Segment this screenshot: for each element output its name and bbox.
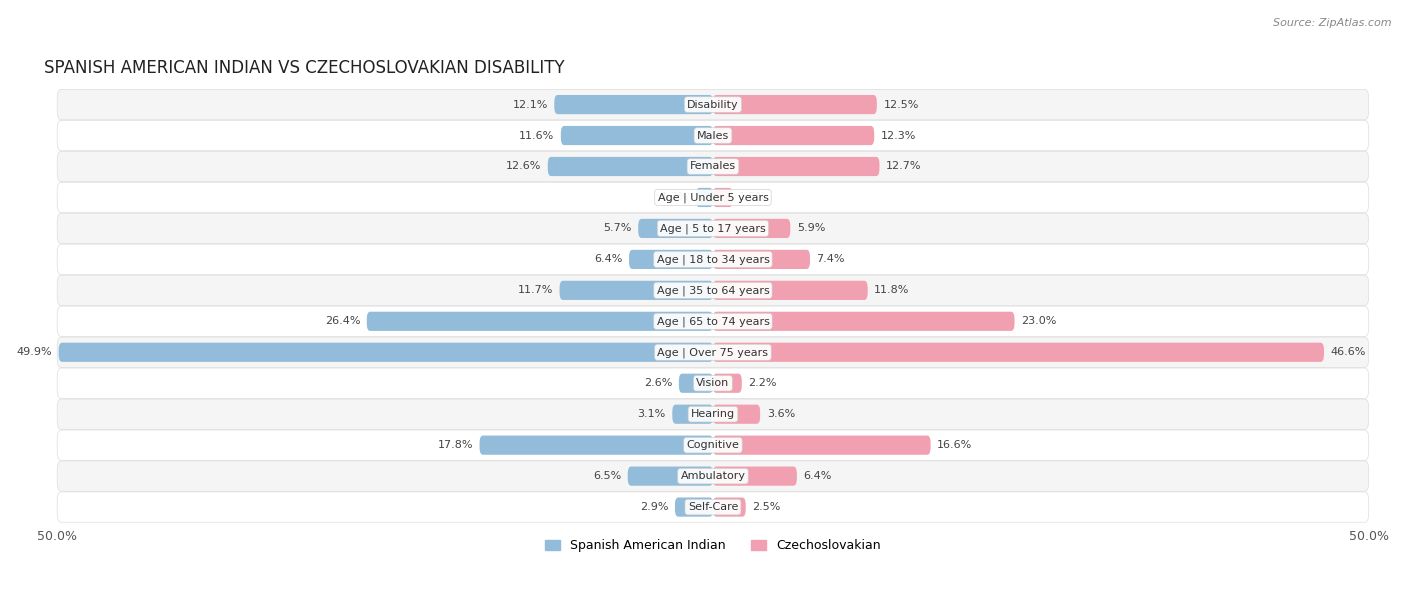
Text: 1.3%: 1.3%: [661, 192, 689, 203]
Text: 12.1%: 12.1%: [512, 100, 548, 110]
FancyBboxPatch shape: [713, 250, 810, 269]
FancyBboxPatch shape: [58, 244, 1368, 275]
FancyBboxPatch shape: [713, 219, 790, 238]
FancyBboxPatch shape: [713, 126, 875, 145]
Text: Age | 18 to 34 years: Age | 18 to 34 years: [657, 254, 769, 264]
Text: 2.9%: 2.9%: [640, 502, 668, 512]
FancyBboxPatch shape: [548, 157, 713, 176]
Text: Age | 35 to 64 years: Age | 35 to 64 years: [657, 285, 769, 296]
FancyBboxPatch shape: [713, 343, 1324, 362]
FancyBboxPatch shape: [638, 219, 713, 238]
Text: 11.8%: 11.8%: [875, 285, 910, 296]
Text: Hearing: Hearing: [690, 409, 735, 419]
Text: 12.6%: 12.6%: [506, 162, 541, 171]
FancyBboxPatch shape: [58, 213, 1368, 244]
FancyBboxPatch shape: [696, 188, 713, 207]
FancyBboxPatch shape: [58, 430, 1368, 460]
Text: 2.2%: 2.2%: [748, 378, 778, 388]
FancyBboxPatch shape: [58, 151, 1368, 182]
FancyBboxPatch shape: [713, 374, 742, 393]
Text: 2.6%: 2.6%: [644, 378, 672, 388]
FancyBboxPatch shape: [58, 492, 1368, 522]
FancyBboxPatch shape: [713, 498, 745, 517]
Text: 46.6%: 46.6%: [1330, 347, 1365, 357]
FancyBboxPatch shape: [713, 312, 1015, 331]
Text: Age | Under 5 years: Age | Under 5 years: [658, 192, 769, 203]
FancyBboxPatch shape: [675, 498, 713, 517]
FancyBboxPatch shape: [58, 399, 1368, 430]
Text: 5.7%: 5.7%: [603, 223, 631, 233]
Text: 5.9%: 5.9%: [797, 223, 825, 233]
Text: 6.4%: 6.4%: [595, 255, 623, 264]
Text: 2.5%: 2.5%: [752, 502, 780, 512]
FancyBboxPatch shape: [679, 374, 713, 393]
FancyBboxPatch shape: [713, 436, 931, 455]
Text: Self-Care: Self-Care: [688, 502, 738, 512]
FancyBboxPatch shape: [560, 281, 713, 300]
Text: Age | Over 75 years: Age | Over 75 years: [658, 347, 769, 357]
FancyBboxPatch shape: [713, 188, 733, 207]
Text: 11.7%: 11.7%: [517, 285, 553, 296]
Text: Ambulatory: Ambulatory: [681, 471, 745, 481]
FancyBboxPatch shape: [58, 89, 1368, 120]
FancyBboxPatch shape: [627, 466, 713, 486]
FancyBboxPatch shape: [479, 436, 713, 455]
Text: 17.8%: 17.8%: [437, 440, 472, 450]
FancyBboxPatch shape: [561, 126, 713, 145]
Text: Age | 65 to 74 years: Age | 65 to 74 years: [657, 316, 769, 327]
FancyBboxPatch shape: [58, 121, 1368, 151]
Text: Disability: Disability: [688, 100, 738, 110]
FancyBboxPatch shape: [58, 275, 1368, 305]
FancyBboxPatch shape: [58, 182, 1368, 212]
FancyBboxPatch shape: [713, 466, 797, 486]
Text: 16.6%: 16.6%: [938, 440, 973, 450]
FancyBboxPatch shape: [367, 312, 713, 331]
Text: 12.7%: 12.7%: [886, 162, 921, 171]
FancyBboxPatch shape: [672, 405, 713, 424]
Text: 7.4%: 7.4%: [817, 255, 845, 264]
Text: 12.3%: 12.3%: [880, 130, 917, 141]
FancyBboxPatch shape: [713, 95, 877, 114]
FancyBboxPatch shape: [713, 157, 880, 176]
Text: 3.6%: 3.6%: [766, 409, 794, 419]
Text: Females: Females: [690, 162, 735, 171]
Text: 23.0%: 23.0%: [1021, 316, 1056, 326]
Text: 1.5%: 1.5%: [740, 192, 768, 203]
FancyBboxPatch shape: [554, 95, 713, 114]
FancyBboxPatch shape: [713, 405, 761, 424]
Text: Males: Males: [697, 130, 730, 141]
Text: Vision: Vision: [696, 378, 730, 388]
Text: 11.6%: 11.6%: [519, 130, 554, 141]
FancyBboxPatch shape: [58, 337, 1368, 367]
Text: 6.5%: 6.5%: [593, 471, 621, 481]
FancyBboxPatch shape: [58, 368, 1368, 398]
FancyBboxPatch shape: [713, 281, 868, 300]
Text: 12.5%: 12.5%: [883, 100, 918, 110]
Text: 49.9%: 49.9%: [17, 347, 52, 357]
Text: SPANISH AMERICAN INDIAN VS CZECHOSLOVAKIAN DISABILITY: SPANISH AMERICAN INDIAN VS CZECHOSLOVAKI…: [44, 59, 565, 76]
Text: 3.1%: 3.1%: [637, 409, 666, 419]
Text: 26.4%: 26.4%: [325, 316, 360, 326]
Legend: Spanish American Indian, Czechoslovakian: Spanish American Indian, Czechoslovakian: [540, 534, 886, 557]
FancyBboxPatch shape: [628, 250, 713, 269]
Text: Cognitive: Cognitive: [686, 440, 740, 450]
FancyBboxPatch shape: [59, 343, 713, 362]
FancyBboxPatch shape: [58, 306, 1368, 337]
FancyBboxPatch shape: [58, 461, 1368, 491]
Text: Source: ZipAtlas.com: Source: ZipAtlas.com: [1274, 18, 1392, 28]
Text: Age | 5 to 17 years: Age | 5 to 17 years: [659, 223, 766, 234]
Text: 6.4%: 6.4%: [803, 471, 832, 481]
